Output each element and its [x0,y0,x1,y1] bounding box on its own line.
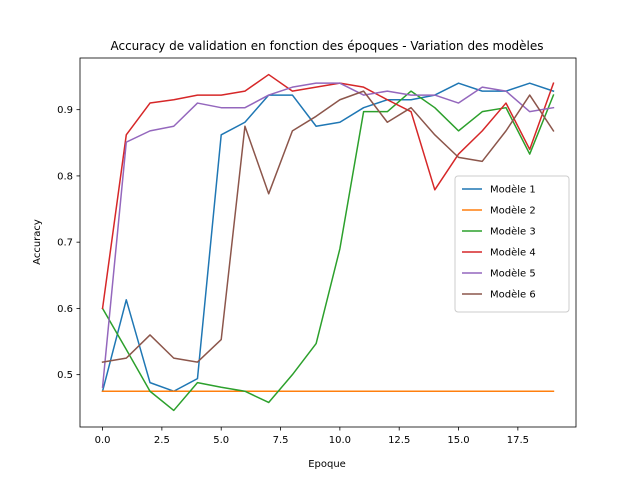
y-axis-label: Accuracy [32,219,43,265]
y-tick-label: 0.6 [57,304,73,315]
x-axis: 0.0 2.5 5.0 7.5 10.0 12.5 15.0 17.5 [95,427,529,446]
y-tick-label: 0.8 [57,171,73,182]
legend-label-5: Modèle 5 [490,268,536,280]
legend-label-6: Modèle 6 [490,289,536,301]
x-tick-label: 10.0 [329,435,351,446]
legend-label-2: Modèle 2 [490,205,536,217]
series-line-5 [101,82,555,389]
x-tick-label: 12.5 [388,435,410,446]
chart-title: Accuracy de validation en fonction des é… [110,39,543,53]
y-tick-label: 0.5 [57,370,73,381]
series-line-6 [101,90,555,363]
legend-label-4: Modèle 4 [490,247,536,259]
y-tick-label: 0.9 [57,105,73,116]
legend-label-1: Modèle 1 [490,184,536,196]
x-tick-label: 2.5 [154,435,170,446]
legend: Modèle 1 Modèle 2 Modèle 3 Modèle 4 Modèle 5… [454,175,570,313]
legend-label-3: Modèle 3 [490,226,536,238]
y-tick-label: 0.7 [57,238,73,249]
x-tick-label: 17.5 [507,435,529,446]
y-axis: 0.5 0.6 0.7 0.8 0.9 [57,105,80,381]
x-tick-label: 0.0 [95,435,111,446]
x-tick-label: 5.0 [213,435,229,446]
series-layer [101,73,555,412]
series-line-4 [101,73,555,310]
x-tick-label: 7.5 [273,435,289,446]
legend-box [454,175,570,313]
x-tick-label: 15.0 [447,435,469,446]
x-axis-label: Epoque [308,459,346,470]
series-line-3 [101,90,555,412]
